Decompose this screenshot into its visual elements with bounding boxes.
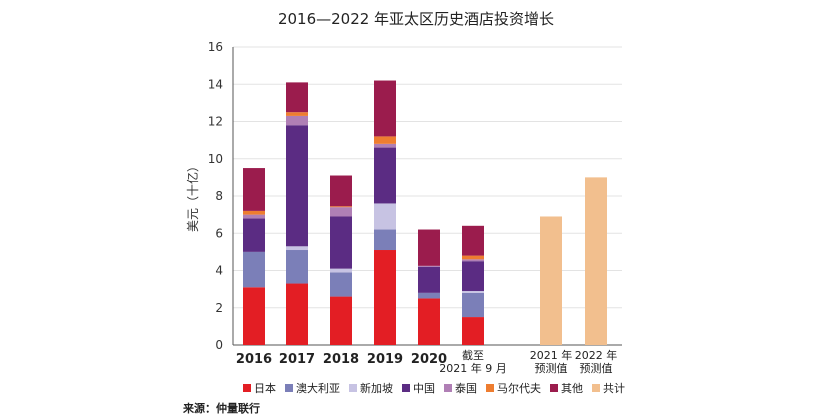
legend-swatch [550,384,558,392]
x-tick-label: 2021 年 [530,348,573,362]
bar-segment [374,143,396,148]
bar-segment [540,216,562,345]
legend-item: 中国 [402,380,435,396]
x-tick-label: 2018 [323,352,359,367]
x-tick-label: 2016 [236,352,272,367]
y-tick-label: 2 [215,301,223,315]
bar-segment [374,136,396,144]
legend-swatch [349,384,357,392]
y-tick-label: 14 [208,77,223,91]
x-tick-label: 2019 [367,352,403,367]
x-tick-label-line2: 2021 年 9 月 [439,361,506,375]
legend-label: 其他 [561,382,583,395]
bar-segment [418,298,440,345]
bar-segment [418,265,440,267]
legend-item: 其他 [550,380,583,396]
bar-segment [462,261,484,291]
bar-segment [374,147,396,204]
y-axis-label: 美元（十亿） [185,160,200,232]
bar-segment [286,250,308,284]
bar-segment [585,177,607,345]
bar-segment [374,80,396,137]
source-note: 来源：仲量联行 [183,402,260,415]
bar-segment [374,203,396,230]
bar-segment [418,229,440,266]
legend-item: 日本 [243,380,276,396]
bar-segment [462,317,484,345]
bar-segment [243,214,265,219]
bar-segment [286,246,308,251]
bar-segment [462,255,484,260]
bar-segment [330,216,352,269]
bar-segment [330,272,352,297]
legend-label: 中国 [413,382,435,395]
bar-segment [330,175,352,207]
bar-segment [330,207,352,217]
legend-label: 日本 [254,382,276,395]
bar-segment [462,259,484,262]
chart-title: 2016—2022 年亚太区历史酒店投资增长 [278,10,554,28]
x-tick-label-line2: 预测值 [580,362,613,375]
bar-segment [243,287,265,345]
y-tick-label: 8 [215,189,223,203]
bar-segment [462,225,484,256]
legend-swatch [486,384,494,392]
legend-swatch [444,384,452,392]
bar-segment [418,292,440,299]
legend-label: 澳大利亚 [296,382,340,395]
bar-segment [286,82,308,113]
bar-segment [462,292,484,318]
bar-segment [243,218,265,252]
x-tick-label: 2022 年 [575,348,618,362]
bar-segment [286,283,308,345]
x-tick-label: 2017 [279,352,315,367]
bar-segment [462,290,484,293]
x-tick-label: 2020 [411,352,447,367]
legend-swatch [592,384,600,392]
legend-item: 新加坡 [349,380,393,396]
y-tick-label: 4 [215,264,223,278]
bar-segment [286,125,308,247]
legend-item: 泰国 [444,380,477,396]
bar-segment [286,115,308,126]
bar-segment [286,112,308,116]
bar-segment [374,229,396,251]
legend-swatch [402,384,410,392]
legend-swatch [285,384,293,392]
bar-segment [418,266,440,293]
legend-label: 马尔代夫 [497,382,541,395]
y-tick-label: 6 [215,226,223,240]
legend-label: 共计 [603,382,625,395]
y-tick-label: 0 [215,338,223,352]
bar-segment [243,168,265,211]
legend-label: 泰国 [455,382,477,395]
y-tick-label: 16 [208,40,223,54]
bar-segment [243,210,265,215]
bar-segment [330,206,352,208]
bar-segment [330,296,352,345]
x-tick-label: 截至 [462,348,484,362]
legend: 日本 澳大利亚 新加坡 中国 泰国 马尔代夫 其他 共计 [243,380,625,396]
bar-segment [330,268,352,273]
y-tick-label: 10 [208,152,223,166]
x-tick-label-line2: 预测值 [535,362,568,375]
bar-segment [243,251,265,288]
legend-item: 澳大利亚 [285,380,340,396]
bar-segment [374,250,396,345]
legend-item: 马尔代夫 [486,380,541,396]
y-tick-label: 12 [208,115,223,129]
legend-item: 共计 [592,380,625,396]
legend-label: 新加坡 [360,382,393,395]
legend-swatch [243,384,251,392]
